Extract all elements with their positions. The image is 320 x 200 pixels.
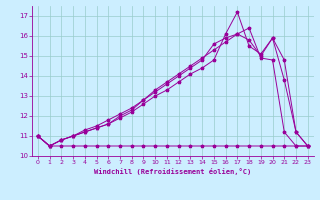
X-axis label: Windchill (Refroidissement éolien,°C): Windchill (Refroidissement éolien,°C): [94, 168, 252, 175]
